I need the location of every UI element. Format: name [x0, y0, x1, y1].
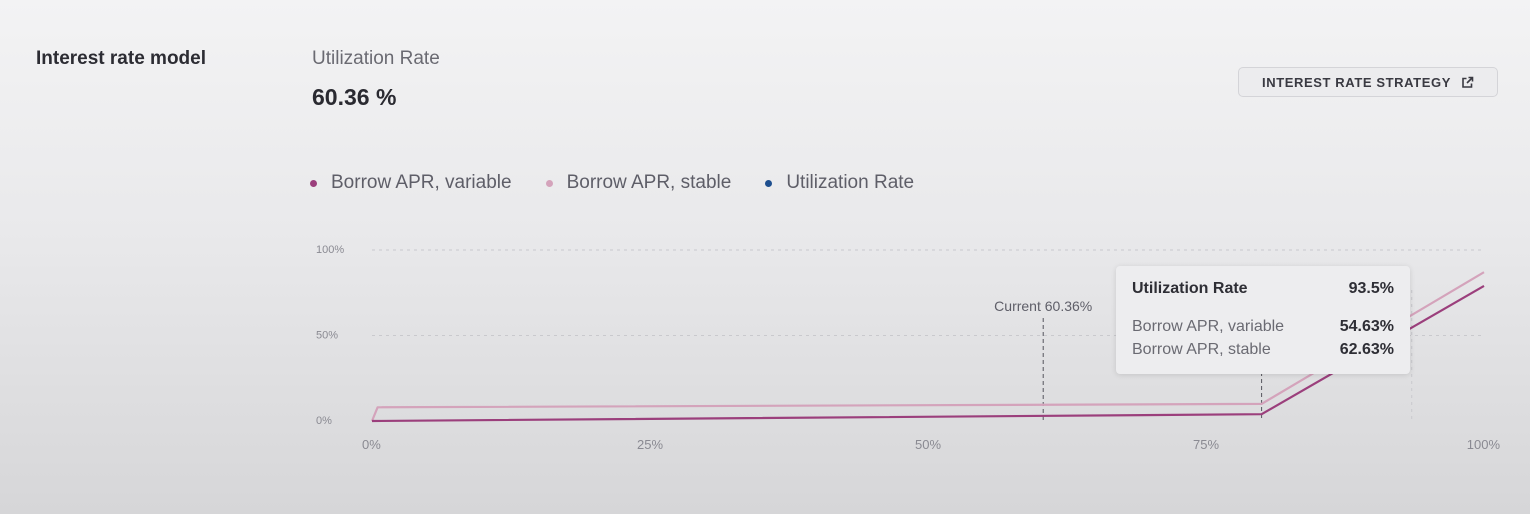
external-link-icon	[1461, 76, 1474, 89]
legend-dot-variable	[310, 179, 317, 187]
x-tick-label: 25%	[637, 437, 663, 452]
tooltip-value-variable: 54.63%	[1339, 318, 1394, 335]
chart-tooltip: Utilization Rate 93.5% Borrow APR, varia…	[1116, 266, 1410, 374]
x-tick-label: 100%	[1467, 437, 1501, 452]
tooltip-title: Utilization Rate	[1132, 280, 1248, 297]
x-tick-label: 0%	[362, 437, 381, 452]
legend-dot-stable	[545, 179, 553, 187]
tooltip-row-variable: Borrow APR, variable 54.63%	[1132, 315, 1394, 338]
current-utilization-label: Current 60.36%	[994, 298, 1092, 314]
legend-dot-utilization	[765, 179, 773, 187]
y-tick-label: 0%	[316, 415, 332, 427]
tooltip-label-variable: Borrow APR, variable	[1132, 318, 1285, 335]
interest-rate-strategy-button[interactable]: INTEREST RATE STRATEGY	[1238, 67, 1498, 97]
tooltip-row-stable: Borrow APR, stable 62.63%	[1132, 338, 1394, 361]
section-title: Interest rate model	[36, 48, 206, 69]
tooltip-header: Utilization Rate 93.5%	[1132, 280, 1394, 298]
strategy-button-label: INTEREST RATE STRATEGY	[1262, 74, 1451, 90]
tooltip-label-stable: Borrow APR, stable	[1132, 341, 1271, 358]
y-tick-label: 50%	[316, 330, 338, 342]
legend-item-utilization[interactable]: Utilization Rate	[765, 172, 914, 194]
legend-item-variable[interactable]: Borrow APR, variable	[310, 172, 512, 194]
legend-label-stable: Borrow APR, stable	[566, 172, 732, 193]
utilization-value: 60.36 %	[312, 84, 397, 110]
legend-label-variable: Borrow APR, variable	[331, 172, 512, 193]
legend-item-stable[interactable]: Borrow APR, stable	[545, 172, 732, 194]
x-tick-label: 50%	[915, 437, 941, 452]
tooltip-value-stable: 62.63%	[1339, 341, 1394, 358]
x-tick-label: 75%	[1193, 437, 1219, 452]
utilization-label: Utilization Rate	[312, 48, 440, 69]
tooltip-title-value: 93.5%	[1348, 280, 1394, 297]
y-tick-label: 100%	[316, 244, 344, 256]
chart-legend: Borrow APR, variable Borrow APR, stable …	[310, 172, 914, 194]
legend-label-utilization: Utilization Rate	[786, 172, 915, 193]
